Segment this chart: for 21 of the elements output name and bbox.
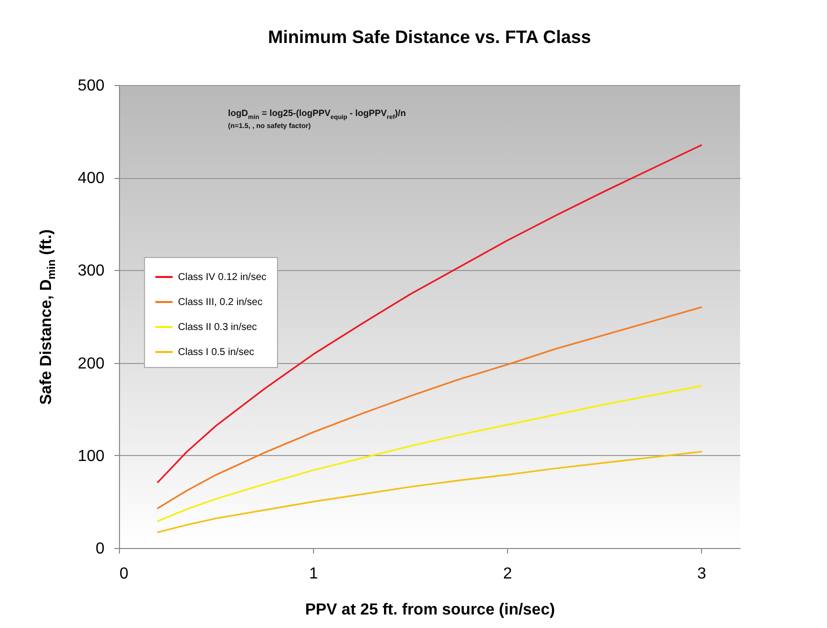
x-tick-label: 2 xyxy=(503,566,512,582)
y-tick-label: 0 xyxy=(96,540,105,558)
y-tick-label: 100 xyxy=(78,448,105,465)
legend-label: Class IV 0.12 in/sec xyxy=(178,272,266,283)
y-tick-label: 200 xyxy=(78,355,105,372)
line-series xyxy=(157,144,702,484)
x-axis-title: PPV at 25 ft. from source (in/sec) xyxy=(305,602,555,618)
chart-title: Minimum Safe Distance vs. FTA Class xyxy=(268,27,592,47)
legend-label: Class I 0.5 in/sec xyxy=(178,347,254,358)
legend-label: Class II 0.3 in/sec xyxy=(178,322,257,333)
x-tick-label: 1 xyxy=(309,566,318,582)
line-series xyxy=(157,450,702,534)
y-tick-label: 500 xyxy=(78,78,105,94)
annotation: logD$_{min}$ = log25-(logPPV$_{equip}$ - logPPV$_{ref}$)/n xyxy=(228,108,406,121)
line-series xyxy=(157,385,702,522)
y-tick-label: 300 xyxy=(78,262,105,280)
y-tick-label: 400 xyxy=(78,170,105,188)
legend-label: Class III, 0.2 in/sec xyxy=(178,297,262,308)
x-tick-label: 3 xyxy=(697,566,706,582)
x-tick-label: 0 xyxy=(120,566,128,582)
line-series xyxy=(157,306,702,509)
